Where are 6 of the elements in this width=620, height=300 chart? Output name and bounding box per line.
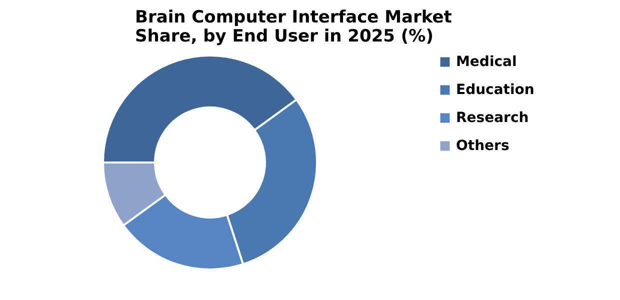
legend-label: Education — [456, 82, 534, 98]
legend-label: Research — [456, 110, 529, 126]
legend-label: Medical — [456, 54, 517, 70]
legend-label: Others — [456, 138, 510, 154]
text: Share, by End User in 2025 (%) — [135, 26, 434, 46]
text: Brain Computer Interface Market — [135, 8, 452, 28]
